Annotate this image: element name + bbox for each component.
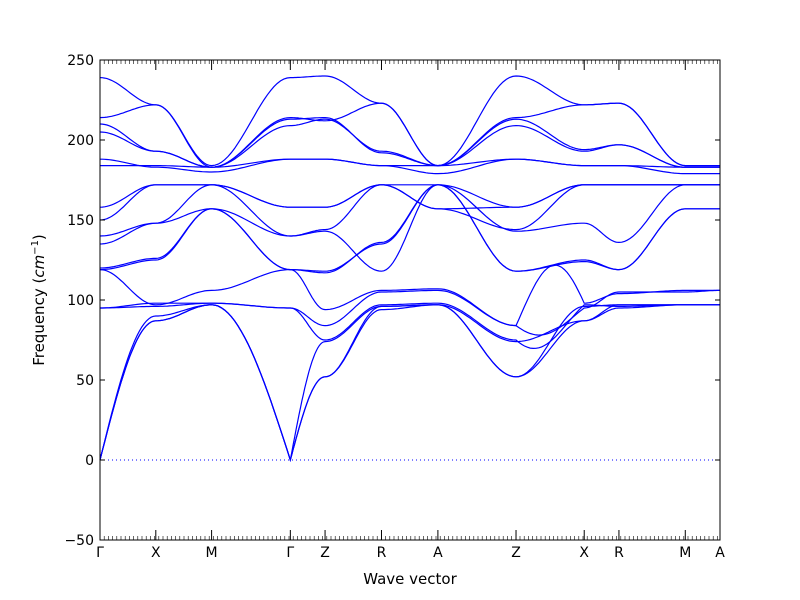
phonon-branch-8	[100, 184, 720, 272]
phonon-branch-3	[99, 304, 720, 461]
x-tick-label: Z	[320, 545, 330, 561]
phonon-branch-6	[99, 264, 720, 327]
phonon-branch-14	[100, 158, 720, 175]
x-tick-label: X	[151, 545, 161, 561]
x-axis-label: Wave vector	[363, 570, 457, 588]
y-axis-label-close: )	[30, 234, 48, 240]
y-axis-label: Frequency (cm−1)	[30, 234, 48, 366]
y-tick-label: 200	[67, 133, 94, 149]
phonon-branch-18	[99, 75, 720, 167]
x-tick-label: Z	[511, 545, 521, 561]
x-tick-label: Γ	[96, 545, 104, 561]
y-axis: −50 0 50 100 150 200 250	[64, 53, 720, 549]
x-tick-label: Γ	[286, 545, 294, 561]
phonon-branch-12	[99, 184, 720, 208]
phonon-branch-16	[99, 117, 720, 168]
y-axis-label-exponent: −1	[30, 240, 41, 255]
phonon-branch-9	[99, 184, 720, 272]
bands-layer	[99, 75, 720, 463]
y-tick-label: −50	[64, 533, 94, 549]
y-tick-label: 100	[67, 293, 94, 309]
y-axis-label-text: Frequency (	[30, 278, 48, 366]
x-tick-label: M	[679, 545, 691, 561]
y-tick-label: 50	[76, 373, 94, 389]
y-tick-label: 150	[67, 213, 94, 229]
x-tick-label: X	[579, 545, 589, 561]
x-tick-label: M	[206, 545, 218, 561]
plot-background	[100, 60, 720, 540]
x-tick-label: A	[433, 545, 443, 561]
x-tick-label: R	[377, 545, 387, 561]
y-axis-label-unit: cm	[30, 255, 48, 278]
x-tick-label: A	[715, 545, 725, 561]
y-tick-label: 250	[67, 53, 94, 69]
x-tick-label: R	[614, 545, 624, 561]
y-tick-label: 0	[85, 453, 94, 469]
phonon-branch-5	[100, 289, 720, 336]
minor-ticks-layer	[99, 60, 718, 540]
